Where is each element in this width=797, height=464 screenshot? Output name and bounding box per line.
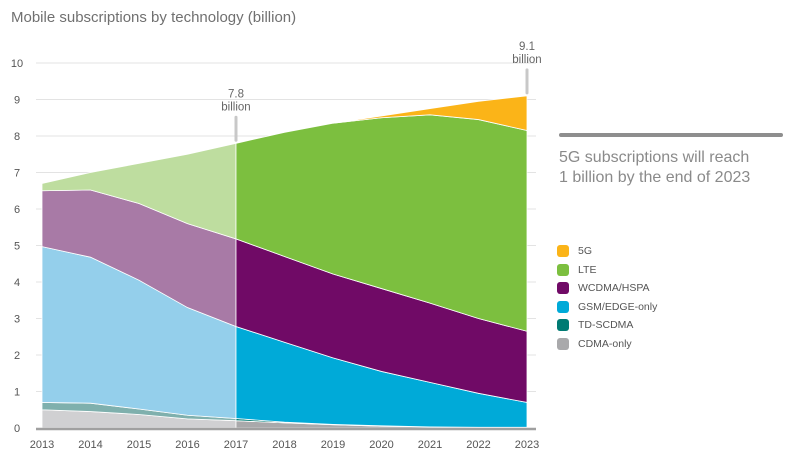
y-tick-label: 1 xyxy=(14,387,20,399)
annotation-value: 7.8 xyxy=(228,88,244,100)
x-tick-label: 2021 xyxy=(418,439,442,451)
x-tick-label: 2015 xyxy=(127,439,151,451)
legend-label: CDMA-only xyxy=(578,337,632,350)
y-tick-label: 4 xyxy=(14,277,20,289)
x-tick-label: 2014 xyxy=(78,439,102,451)
legend-label: WCDMA/HSPA xyxy=(578,282,650,295)
y-tick-label: 8 xyxy=(14,131,20,143)
chart-title: Mobile subscriptions by technology (bill… xyxy=(11,9,297,26)
y-tick-label: 5 xyxy=(14,241,20,253)
legend-item-cdma: CDMA-only xyxy=(557,335,657,354)
callout-line-1: 5G subscriptions will reach xyxy=(559,149,750,166)
legend: 5G LTE WCDMA/HSPA GSM/EDGE-only TD-SCDMA… xyxy=(557,242,657,353)
legend-swatch xyxy=(557,337,569,350)
legend-label: GSM/EDGE-only xyxy=(578,300,658,313)
y-tick-label: 7 xyxy=(14,168,20,180)
legend-label: TD-SCDMA xyxy=(578,319,634,332)
y-tick-label: 0 xyxy=(14,423,20,435)
legend-swatch xyxy=(557,319,569,332)
legend-swatch xyxy=(557,300,569,313)
x-tick-label: 2020 xyxy=(369,439,393,451)
callout-text: 5G subscriptions will reach 1 billion by… xyxy=(559,148,750,188)
callout-line-2: 1 billion by the end of 2023 xyxy=(559,169,751,186)
annotation-unit: billion xyxy=(221,101,250,113)
y-tick-label: 10 xyxy=(11,58,23,70)
x-tick-label: 2022 xyxy=(466,439,490,451)
legend-item-wcdma-hspa: WCDMA/HSPA xyxy=(557,279,657,298)
x-tick-label: 2013 xyxy=(30,439,54,451)
x-tick-label: 2019 xyxy=(321,439,345,451)
legend-swatch xyxy=(557,282,569,295)
y-tick-label: 2 xyxy=(14,350,20,362)
annotation-value: 9.1 xyxy=(519,41,535,53)
callout-divider xyxy=(559,133,783,137)
x-tick-label: 2016 xyxy=(175,439,199,451)
annotation-unit: billion xyxy=(512,54,541,66)
y-tick-label: 9 xyxy=(14,95,20,107)
x-tick-label: 2018 xyxy=(272,439,296,451)
legend-item-gsm-edge: GSM/EDGE-only xyxy=(557,298,657,317)
legend-item-td-scdma: TD-SCDMA xyxy=(557,316,657,335)
area-5g-forecast xyxy=(332,95,528,132)
legend-label: LTE xyxy=(578,263,597,276)
legend-item-5g: 5G xyxy=(557,242,657,261)
x-tick-label: 2017 xyxy=(224,439,248,451)
x-tick-label: 2023 xyxy=(515,439,539,451)
y-tick-label: 3 xyxy=(14,314,20,326)
legend-label: 5G xyxy=(578,245,593,258)
y-tick-label: 6 xyxy=(14,204,20,216)
legend-item-lte: LTE xyxy=(557,261,657,280)
legend-swatch xyxy=(557,245,569,258)
legend-swatch xyxy=(557,263,569,276)
